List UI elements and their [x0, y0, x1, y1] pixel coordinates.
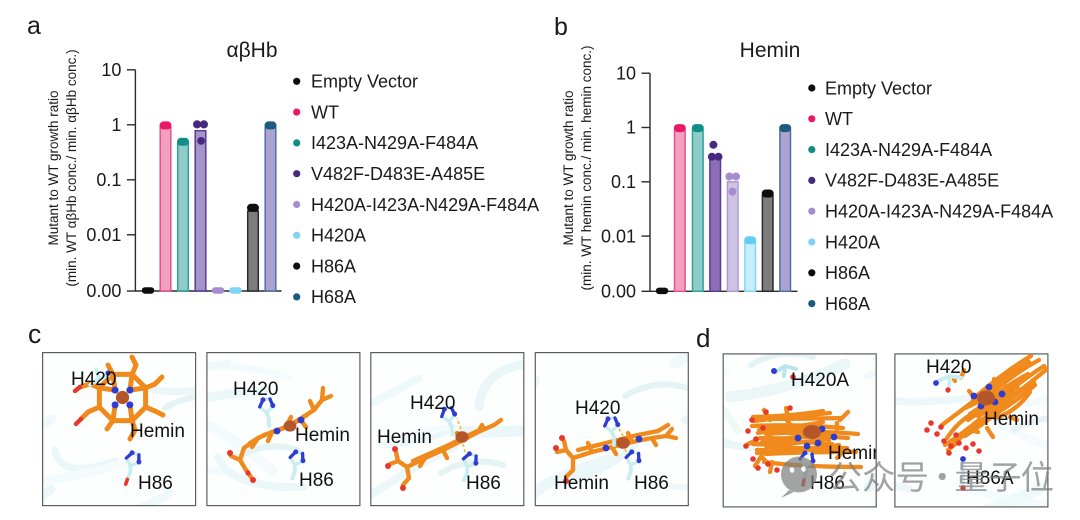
- svg-text:H420: H420: [71, 369, 116, 390]
- svg-text:V482F-D483E-A485E: V482F-D483E-A485E: [825, 171, 999, 191]
- svg-text:0.00: 0.00: [86, 281, 121, 301]
- svg-text:10: 10: [101, 60, 121, 80]
- svg-text:a: a: [27, 12, 41, 40]
- svg-text:d: d: [696, 323, 710, 353]
- svg-text:H86: H86: [634, 473, 669, 494]
- svg-text:Hemin: Hemin: [740, 39, 801, 62]
- svg-text:H420A: H420A: [825, 232, 880, 252]
- svg-text:H86A: H86A: [825, 263, 870, 283]
- svg-text:0.1: 0.1: [611, 172, 636, 192]
- svg-text:Hemin: Hemin: [554, 473, 609, 494]
- svg-text:I423A-N429A-F484A: I423A-N429A-F484A: [825, 140, 992, 160]
- svg-text:H68A: H68A: [825, 294, 870, 314]
- svg-text:H420A-I423A-N429A-F484A: H420A-I423A-N429A-F484A: [311, 195, 539, 215]
- svg-text:H420A-I423A-N429A-F484A: H420A-I423A-N429A-F484A: [825, 202, 1053, 222]
- svg-text:(min. WT hemin conc./ min. hem: (min. WT hemin conc./ min. hemin conc.): [579, 45, 594, 290]
- svg-text:V482F-D483E-A485E: V482F-D483E-A485E: [311, 164, 485, 184]
- svg-text:Hemin: Hemin: [130, 421, 185, 442]
- svg-text:1: 1: [626, 118, 636, 138]
- svg-text:Hemin: Hemin: [828, 443, 883, 464]
- svg-text:H420: H420: [575, 398, 620, 419]
- svg-text:Empty Vector: Empty Vector: [825, 78, 932, 98]
- svg-text:H86: H86: [466, 473, 501, 494]
- svg-text:αβHb: αβHb: [226, 39, 277, 62]
- svg-text:(min. WT αβHb conc./ min. αβHb: (min. WT αβHb conc./ min. αβHb conc.): [64, 49, 79, 286]
- svg-text:0.01: 0.01: [601, 226, 636, 246]
- svg-text:Hemin: Hemin: [377, 427, 432, 448]
- svg-text:H420A: H420A: [791, 370, 849, 391]
- svg-text:H86A: H86A: [311, 256, 356, 276]
- svg-text:I423A-N429A-F484A: I423A-N429A-F484A: [311, 133, 478, 153]
- svg-text:Hemin: Hemin: [984, 409, 1039, 430]
- svg-text:H420: H420: [410, 393, 455, 414]
- svg-text:Hemin: Hemin: [295, 425, 350, 446]
- svg-text:Mutant to WT growth ratio: Mutant to WT growth ratio: [46, 90, 61, 245]
- svg-text:H86: H86: [138, 473, 173, 494]
- svg-text:H86: H86: [299, 470, 334, 491]
- svg-text:H420: H420: [926, 357, 971, 378]
- svg-text:b: b: [554, 13, 568, 41]
- svg-text:Mutant to WT growth ratio: Mutant to WT growth ratio: [561, 90, 576, 245]
- svg-text:0.01: 0.01: [86, 225, 121, 245]
- svg-text:H420A: H420A: [311, 226, 366, 246]
- svg-text:Empty Vector: Empty Vector: [311, 72, 418, 92]
- svg-text:1: 1: [111, 115, 121, 135]
- svg-text:c: c: [28, 319, 41, 349]
- svg-text:H68A: H68A: [311, 287, 356, 307]
- svg-text:0.00: 0.00: [601, 282, 636, 302]
- svg-text:WT: WT: [825, 109, 853, 129]
- svg-text:10: 10: [616, 63, 636, 83]
- svg-text:WT: WT: [311, 102, 339, 122]
- svg-text:0.1: 0.1: [96, 170, 121, 190]
- svg-text:H420: H420: [233, 379, 278, 400]
